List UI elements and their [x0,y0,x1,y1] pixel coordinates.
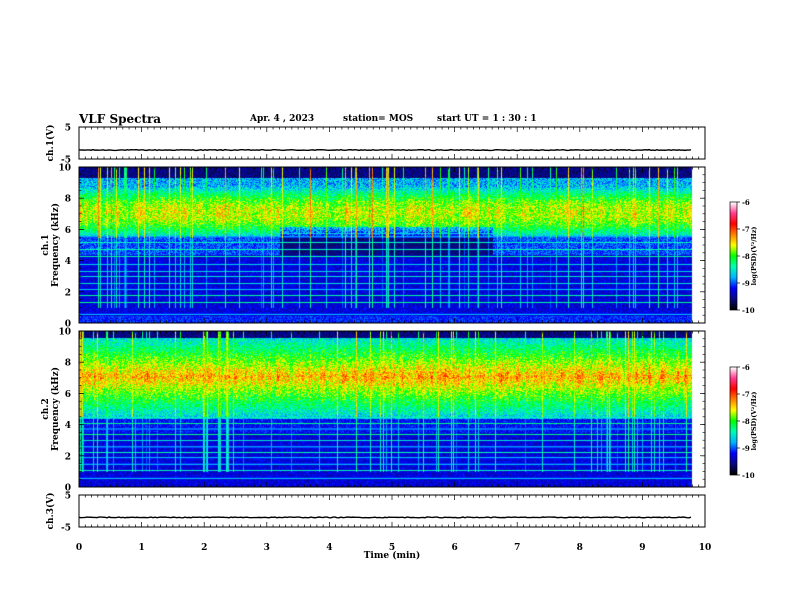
time-axis: 0 1 2 3 4 5 6 7 8 9 10 Time (min) [76,543,711,561]
time-tick-label: 8 [577,543,583,553]
ch1-spectrogram-ylabel: ch.1Frequency (kHz) [41,203,61,287]
ch1-voltage-ylabel: ch.1(V) [45,125,56,162]
ch1-spectrogram-image [79,167,705,323]
ch3-voltage-ytick-label: 5 [65,492,71,502]
time-tick-label: 10 [699,543,712,553]
ch2-spectrogram-ytick-label: 10 [58,328,71,338]
time-tick-label: 6 [451,543,457,553]
ch1-voltage-panel: 5 -5 ch.1(V) [45,124,706,166]
ch1-spectrogram-ytick-label: 4 [65,257,71,267]
ch1-spectrogram-ytick-label: 8 [65,195,71,205]
time-tick-label: 2 [201,543,207,553]
ch1-colorbar-tick-label: -9 [742,279,750,288]
ch2-spectrogram-ylabel: ch.2Frequency (kHz) [41,367,61,451]
time-tick-label: 1 [138,543,144,553]
ch1-colorbar-tick-label: -7 [742,225,750,234]
ch2-spectrogram-ytick-label: 8 [65,359,71,369]
ch1-voltage-ytick-label: 5 [65,124,71,134]
start-time-label: start UT = 1 : 30 : 1 [437,114,537,124]
time-tick-label: 9 [639,543,645,553]
ch1-colorbar-tick-label: -8 [742,252,750,261]
ch2-colorbar-tick-label: -9 [742,444,750,453]
ch2-colorbar-tick-label: -8 [742,417,750,426]
ch1-spectrogram-ytick-label: 0 [65,320,71,330]
ch1-spectrogram-panel: 0 2 4 6 8 10 ch.1Frequency (kHz) [41,164,706,330]
time-tick-label: 7 [514,543,520,553]
ch2-colorbar-tick-label: -10 [742,471,755,480]
ch1-voltage-trace [78,148,692,152]
ch1-spectrogram-ylabel-line: Frequency (kHz) [50,203,61,287]
ch2-colorbar-label: log(PSD)(V²/Hz) [750,392,758,451]
time-tick-label: 3 [264,543,270,553]
ch2-colorbar-tick-label: -7 [742,390,750,399]
ch2-spectrogram-panel: 0 2 4 6 8 10 ch.2Frequency (kHz) [41,328,706,494]
ch1-spectrogram-ytick-label: 6 [65,226,71,236]
ch3-voltage-ylabel-line: ch.3(V) [45,493,56,530]
time-tick-label: 0 [76,543,82,553]
ch2-colorbar-gradient-raster [730,367,737,475]
ch3-voltage-ylabel: ch.3(V) [45,493,56,530]
ch2-spectrogram-image [79,331,705,487]
ch1-colorbar-gradient [730,202,737,310]
ch2-spectrogram-ytick-label: 0 [65,484,71,494]
ch3-voltage-ytick-label: -5 [61,524,71,534]
ch2-spectrogram-ytick-label: 2 [65,452,71,462]
ch1-spectrogram-image-raster [79,167,705,323]
ch1-voltage-ytick-label: -5 [61,156,71,166]
station-label: station= MOS [343,114,414,124]
time-tick-label: 5 [389,543,395,553]
ch2-colorbar-gradient [730,367,737,475]
ch1-colorbar-label: log(PSD)(V²/Hz) [750,227,758,286]
ch1-spectrogram-ytick-label: 2 [65,288,71,298]
ch1-colorbar: -6 -7 -8 -9 -10 log(PSD)(V²/Hz) [729,198,758,315]
ch1-voltage-ylabel-line: ch.1(V) [45,125,56,162]
time-axis-label: Time (min) [364,550,421,561]
ch2-colorbar: -6 -7 -8 -9 -10 log(PSD)(V²/Hz) [729,363,758,480]
ch2-spectrogram-image-raster [79,331,705,487]
time-tick-label: 4 [326,543,332,553]
ch2-spectrogram-ytick-label: 6 [65,390,71,400]
ch1-colorbar-tick-label: -6 [742,198,750,207]
date-label: Apr. 4 , 2023 [250,114,315,124]
ch3-voltage-trace [78,516,692,519]
ch2-spectrogram-ytick-label: 4 [65,421,71,431]
ch2-colorbar-tick-label: -6 [742,363,750,372]
ch2-spectrogram-ylabel-line: Frequency (kHz) [50,367,61,451]
ch1-colorbar-tick-label: -10 [742,306,755,315]
ch3-voltage-panel: 5 -5 ch.3(V) [45,492,706,534]
figure-title: VLF Spectra [79,112,162,126]
ch1-spectrogram-ylabel-line: ch.1 [41,234,51,255]
ch2-spectrogram-ylabel-line: ch.2 [41,398,51,419]
ch1-spectrogram-ytick-label: 10 [58,164,71,174]
ch1-colorbar-gradient-raster [730,202,737,310]
